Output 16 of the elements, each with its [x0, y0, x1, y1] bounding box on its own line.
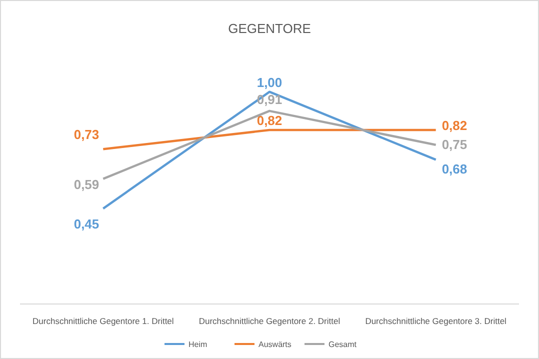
legend-label: Auswärts	[258, 340, 292, 349]
x-tick-label: Durchschnittliche Gegentore 2. Drittel	[198, 316, 340, 326]
data-label: 0,59	[74, 176, 100, 192]
data-label: 0,73	[74, 127, 100, 142]
data-label: 0,45	[74, 216, 100, 232]
chart-title: GEGENTORE	[228, 21, 312, 36]
data-label: 0,75	[442, 136, 468, 152]
data-label: 1,00	[256, 74, 282, 90]
x-tick-label: Durchschnittliche Gegentore 3. Drittel	[365, 316, 507, 326]
data-label: 0,68	[442, 162, 468, 177]
legend-label: Heim	[188, 340, 208, 349]
data-label: 0,82	[256, 113, 282, 128]
data-label: 0,91	[256, 92, 282, 107]
data-label: 0,82	[442, 118, 468, 134]
x-tick-label: Durchschnittliche Gegentore 1. Drittel	[32, 316, 174, 326]
legend-label: Gesamt	[328, 340, 358, 349]
